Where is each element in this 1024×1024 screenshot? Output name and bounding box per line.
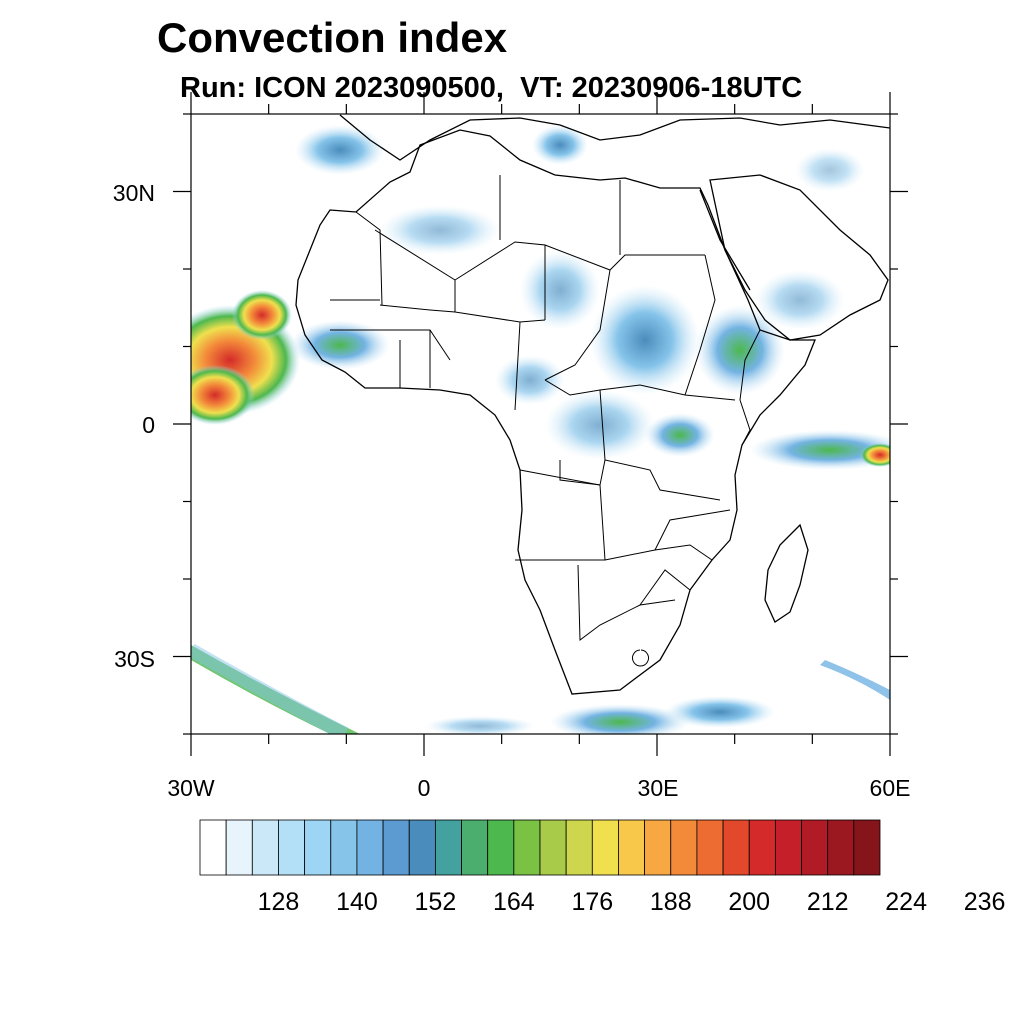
colorbar-swatch	[408, 819, 436, 876]
lat-label-0: 0	[142, 412, 155, 438]
colorbar-swatch	[382, 819, 410, 876]
lat-label-30n: 30N	[112, 180, 155, 206]
colorbar-swatch	[827, 819, 855, 876]
colorbar-swatch	[461, 819, 489, 876]
africa-coastline	[295, 129, 816, 695]
colorbar-label: 164	[492, 888, 535, 916]
convection-cell-indian-ocean-core	[860, 443, 890, 467]
convection-cell-lake-victoria	[645, 413, 715, 457]
colorbar-swatch	[801, 819, 829, 876]
colorbar-swatch	[774, 819, 802, 876]
colorbar-swatch	[330, 819, 358, 876]
convection-cell-west-africa	[290, 320, 390, 370]
convection-cell-southern-ocean	[550, 704, 690, 734]
red-sea-coast	[699, 189, 751, 291]
colorbar-swatch	[278, 819, 306, 876]
convection-cell-cameroon	[495, 355, 565, 405]
colorbar-swatch	[644, 819, 672, 876]
convection-cell-arabia	[755, 270, 845, 330]
colorbar-swatch	[539, 819, 567, 876]
lon-label-60e: 60E	[869, 775, 911, 801]
colorbar-label: 200	[728, 888, 771, 916]
map-frame	[190, 113, 891, 735]
convection-cell-ethiopia	[695, 305, 785, 395]
arabia-coastline	[709, 174, 889, 341]
chart-subtitle: Run: ICON 2023090500, VT: 20230906-18UTC	[180, 72, 803, 104]
country-borders	[330, 175, 761, 667]
europe-coastline	[339, 114, 890, 161]
colorbar-swatch	[251, 819, 279, 876]
convection-cell-middle-east	[795, 148, 865, 192]
convection-cell-chad	[520, 250, 600, 330]
axis-ticks	[173, 92, 908, 756]
colorbar-label: 224	[885, 888, 927, 916]
colorbar	[199, 819, 881, 876]
colorbar-swatch	[722, 819, 750, 876]
convection-cell-sahara	[380, 205, 500, 255]
colorbar-swatch	[748, 819, 776, 876]
convection-cell-indian-ocean	[750, 430, 890, 470]
colorbar-label: 128	[257, 888, 300, 916]
lon-label-0: 0	[417, 775, 431, 801]
colorbar-swatch	[591, 819, 619, 876]
convection-cell-iberia	[295, 125, 385, 175]
colorbar-swatch	[304, 819, 332, 876]
colorbar-swatch	[513, 819, 541, 876]
colorbar-swatch	[670, 819, 698, 876]
colorbar-swatch	[356, 819, 384, 876]
convection-field	[191, 125, 890, 734]
colorbar-swatch	[565, 819, 593, 876]
colorbar-label: 176	[571, 888, 614, 916]
colorbar-label: 236	[963, 888, 1006, 916]
convection-cell-sudan	[590, 285, 700, 395]
colorbar-swatch	[487, 819, 515, 876]
colorbar-swatch	[199, 819, 227, 876]
convection-cell-cape-verde	[232, 290, 292, 340]
convection-cell-mediterranean	[532, 125, 588, 165]
lon-label-30e: 30E	[637, 775, 679, 801]
convection-cell-atlantic-south	[191, 365, 255, 425]
colorbar-label: 212	[806, 888, 849, 916]
colorbar-label: 152	[414, 888, 457, 916]
lon-label-30w: 30W	[167, 775, 215, 801]
colorbar-swatch	[225, 819, 253, 876]
colorbar-label: 140	[336, 888, 378, 916]
chart-title: Convection index	[157, 14, 508, 61]
colorbar-swatch	[696, 819, 724, 876]
convection-cell-southern-ocean-east	[665, 696, 775, 728]
colorbar-swatch	[853, 819, 881, 876]
convection-cell-congo	[545, 390, 655, 460]
colorbar-swatch	[618, 819, 646, 876]
convection-band-southeast	[820, 660, 890, 700]
colorbar-label: 188	[649, 888, 692, 916]
lat-label-30s: 30S	[114, 646, 155, 672]
madagascar-coastline	[764, 523, 809, 623]
coastlines	[295, 114, 890, 695]
colorbar-swatch	[434, 819, 462, 876]
